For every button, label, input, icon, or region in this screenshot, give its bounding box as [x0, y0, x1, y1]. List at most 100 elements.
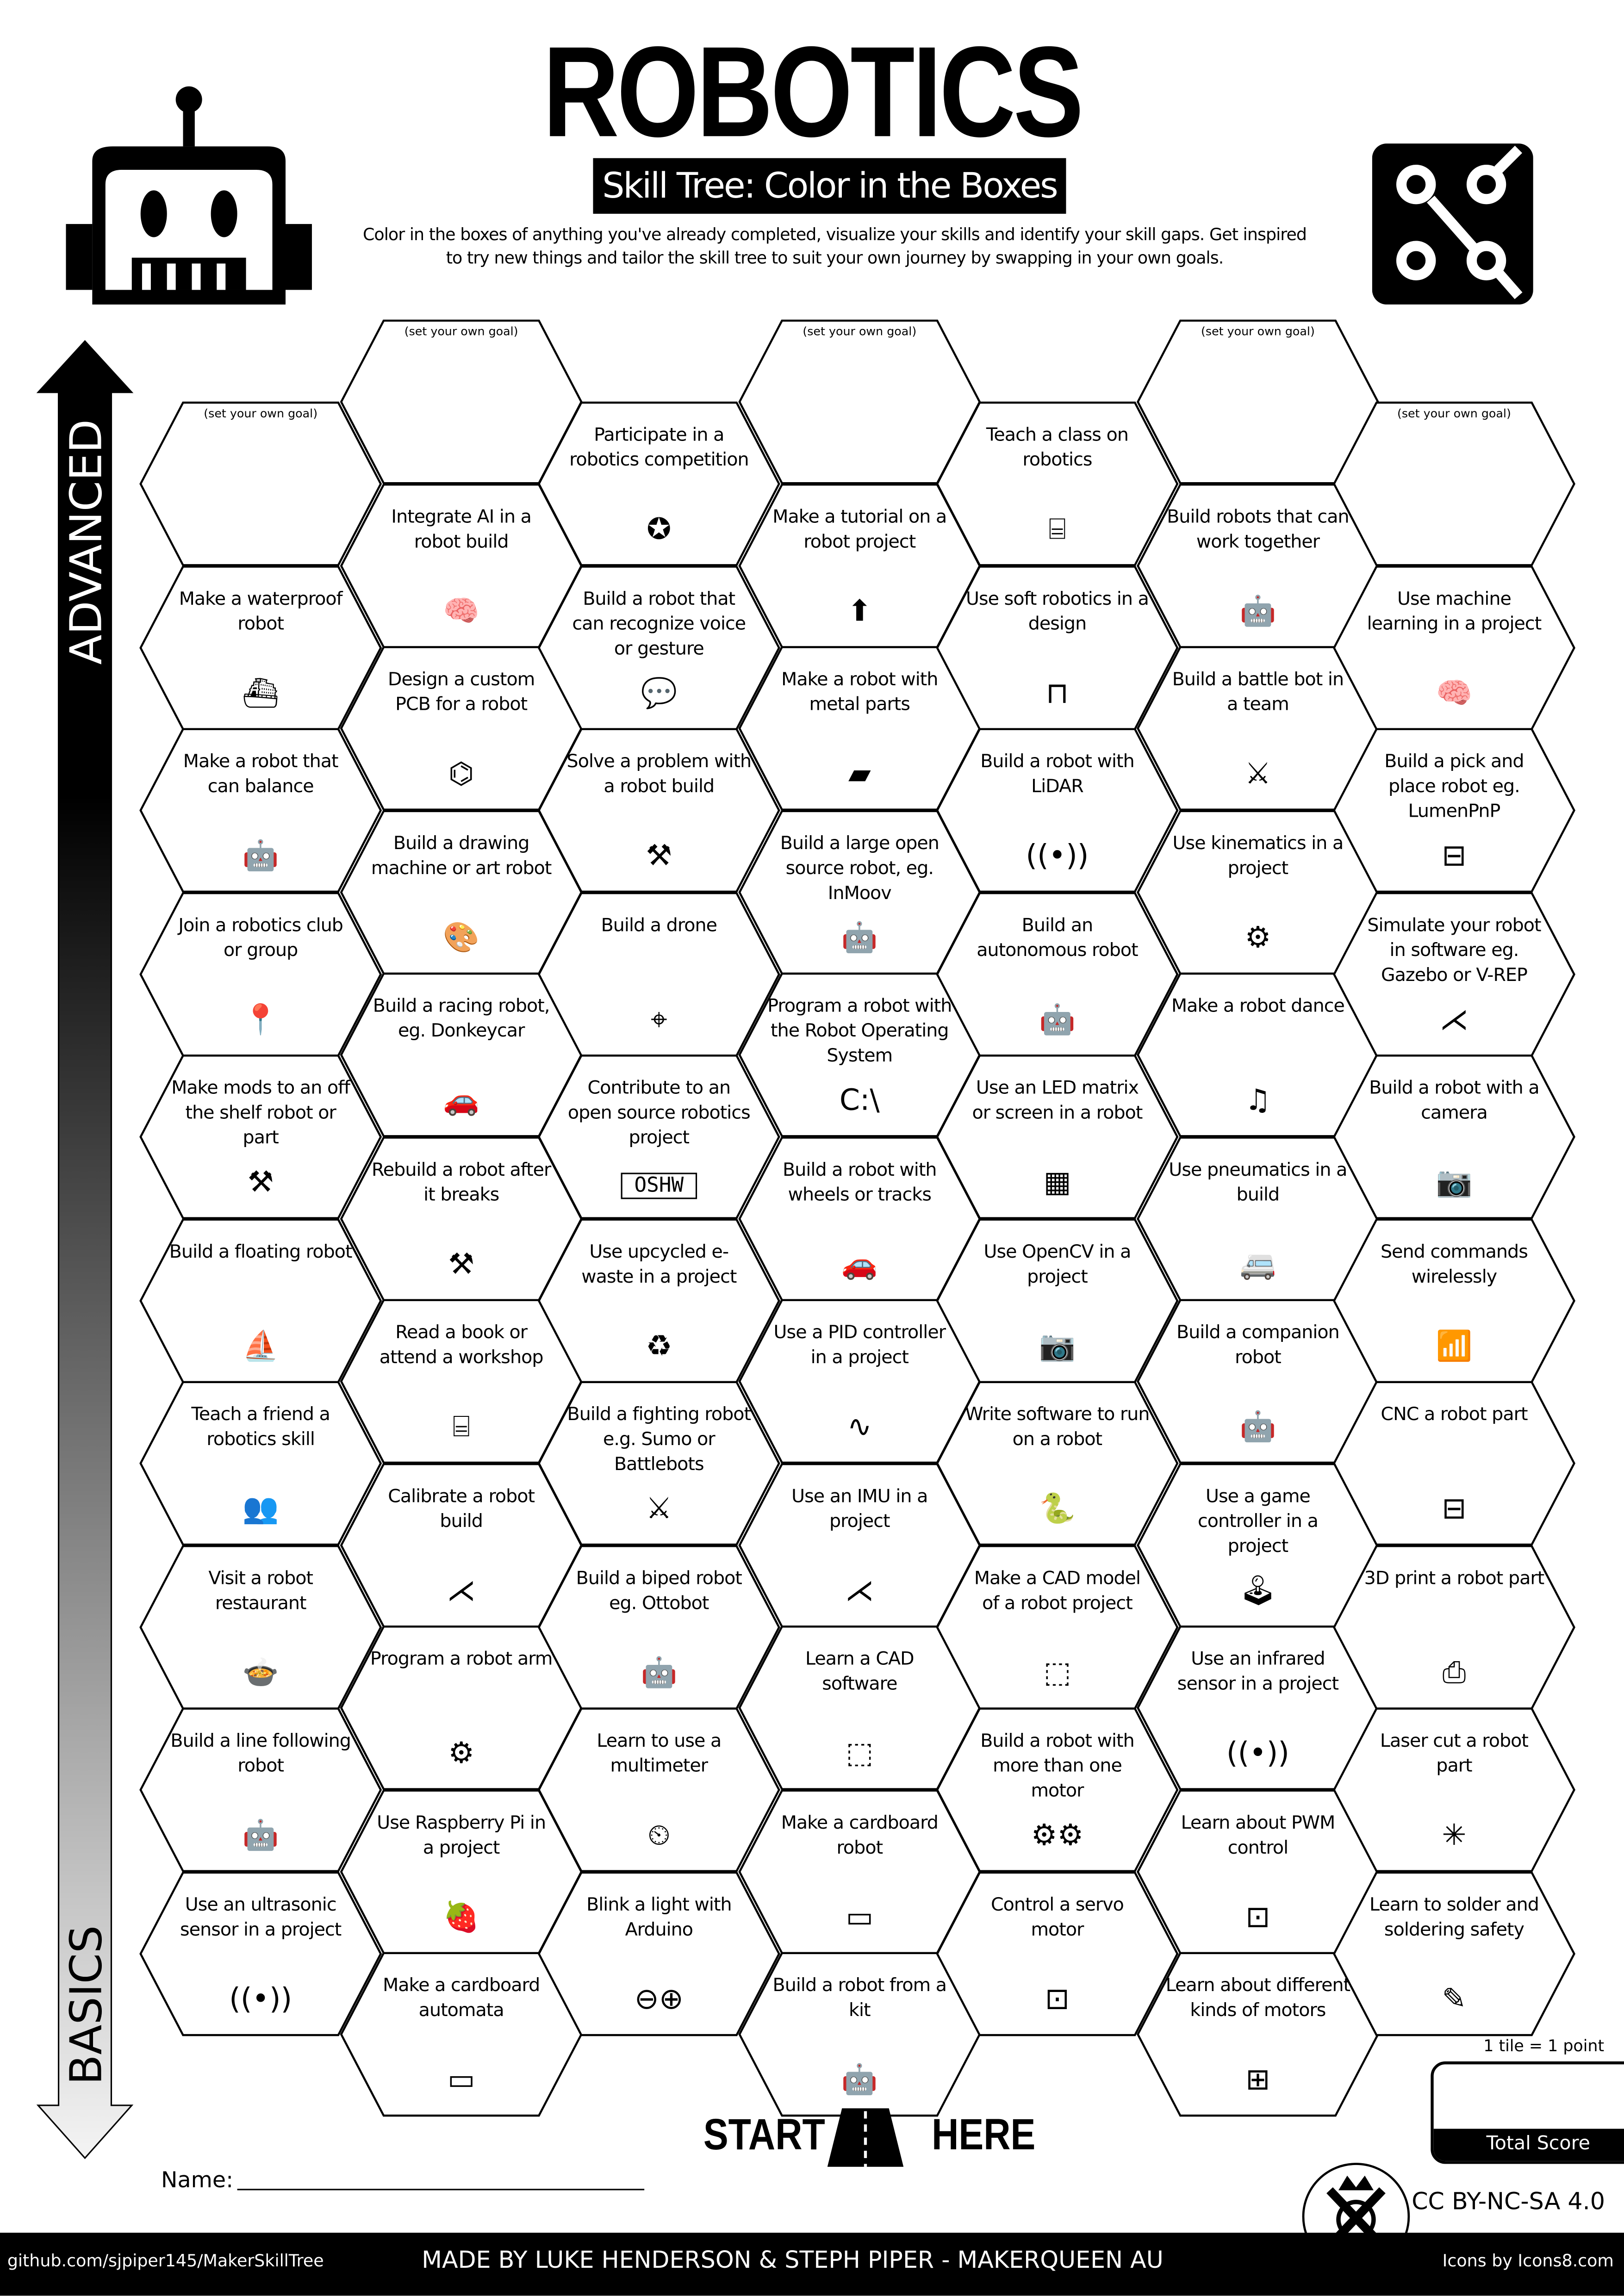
goal-hint: (set your own goal) [404, 325, 518, 338]
circuit-icon: ⌬ [448, 755, 474, 791]
skill-tile[interactable]: Learn about PWM control ⊡ [1136, 1788, 1379, 1954]
skill-tile[interactable]: Build a robot with more than one motor ⚙⚙ [936, 1707, 1179, 1873]
skill-tile[interactable]: Control a servo motor ⊡ [936, 1870, 1179, 2036]
skill-label: Join a robotics club or group [178, 912, 343, 960]
skill-tile[interactable]: Build a fighting robot e.g. Sumo or Batt… [537, 1381, 780, 1546]
skill-tile[interactable]: Laser cut a robot part ✳ [1332, 1707, 1575, 1873]
custom-goal-tile[interactable]: (set your own goal) [1136, 319, 1379, 485]
skill-tile[interactable]: Make a robot with metal parts ▰ [738, 645, 981, 811]
skill-label: Build a line following robot [170, 1729, 351, 1776]
page-title: ROBOTICS [542, 19, 1084, 164]
skill-tile[interactable]: Build a battle bot in a team ⚔ [1136, 645, 1379, 811]
skill-tile[interactable]: Solve a problem with a robot build ⚒ [537, 728, 780, 894]
skill-label: Rebuild a robot after it breaks [372, 1157, 551, 1204]
skill-tile[interactable]: Use OpenCV in a project 📷 [936, 1217, 1179, 1383]
skill-tile[interactable]: Write software to run on a robot 🐍 [936, 1381, 1179, 1546]
skill-tile[interactable]: Learn a CAD software ⬚ [738, 1625, 981, 1791]
skill-tile[interactable]: Build a robot from a kit 🤖 [738, 1952, 981, 2117]
conveyor-icon: ▭ [846, 1898, 874, 1934]
skill-label: Build an autonomous robot [977, 912, 1138, 960]
skill-tile[interactable]: Send commands wirelessly 📶 [1332, 1217, 1575, 1383]
skill-label: Build a robot from a kit [772, 1973, 947, 2021]
custom-goal-tile[interactable]: (set your own goal) [1332, 401, 1575, 567]
skill-tile[interactable]: Visit a robot restaurant 🍲 [139, 1544, 382, 1710]
skill-label: Build a racing robot, eg. Donkeycar [373, 994, 550, 1041]
arduino-icon: ⊖⊕ [634, 1980, 684, 2016]
skill-tile[interactable]: Build a robot with a camera 📷 [1332, 1054, 1575, 1220]
skill-tile[interactable]: Build a companion robot 🤖 [1136, 1299, 1379, 1464]
grid-icon: ▦ [1043, 1164, 1071, 1199]
brain-icon: 🧠 [1436, 674, 1473, 710]
name-field[interactable] [237, 2167, 645, 2191]
graph-icon: ∿ [847, 1408, 872, 1444]
skill-tile[interactable]: Read a book or attend a workshop ⌸ [340, 1299, 583, 1464]
robot-arm-icon: ⚙ [1244, 918, 1271, 954]
skill-label: Use a PID controller in a project [773, 1321, 946, 1368]
skill-tile[interactable]: Build a robot with wheels or tracks 🚗 [738, 1136, 981, 1301]
skill-tile[interactable]: Use soft robotics in a design ⊓ [936, 565, 1179, 730]
skill-tile[interactable]: Use Raspberry Pi in a project 🍓 [340, 1788, 583, 1954]
robot-icon: 🤖 [1039, 1000, 1076, 1036]
oshw-icon: OSHW [621, 1173, 697, 1199]
skill-tile[interactable]: Learn about different kinds of motors ⊞ [1136, 1952, 1379, 2117]
skill-tile[interactable]: Integrate AI in a robot build 🧠 [340, 483, 583, 648]
skill-tile[interactable]: Build a large open source robot, eg. InM… [738, 809, 981, 974]
machine-icon: ⊟ [1442, 1490, 1467, 1526]
tools-icon: ⚒ [247, 1164, 274, 1199]
tools-icon: ⚒ [646, 837, 672, 873]
skill-tile[interactable]: Use an ultrasonic sensor in a project ((•… [139, 1870, 382, 2036]
custom-goal-tile[interactable]: (set your own goal) [139, 401, 382, 567]
skill-label: Use an ultrasonic sensor in a project [180, 1892, 342, 1939]
skill-tile[interactable]: Use kinematics in a project ⚙ [1136, 809, 1379, 974]
signal-icon: ((•)) [1226, 1735, 1289, 1770]
robot-icon: 🤖 [242, 1817, 279, 1852]
github-link[interactable]: github.com/sjpiper145/MakerSkillTree [7, 2250, 324, 2271]
custom-goal-tile[interactable]: (set your own goal) [738, 319, 981, 485]
skill-tile[interactable]: Build a robot that can recognize voice o… [537, 565, 780, 730]
skill-tile[interactable]: Contribute to an open source robotics pr… [537, 1054, 780, 1220]
skill-tile[interactable]: Build robots that can work together 🤖 [1136, 483, 1379, 648]
skill-label: Participate in a robotics competition [569, 423, 749, 470]
skill-label: Build a robot with wheels or tracks [783, 1157, 937, 1204]
skill-label: Build a biped robot eg. Ottobot [576, 1566, 742, 1613]
skill-label: Program a robot arm [370, 1647, 553, 1669]
skill-tile[interactable]: 3D print a robot part ⎙ [1332, 1544, 1575, 1710]
robot-icon: 🤖 [841, 2061, 878, 2097]
skill-tile[interactable]: Use a PID controller in a project ∿ [738, 1299, 981, 1464]
skill-label: Build a robot with more than one motor [980, 1729, 1134, 1801]
skill-tile[interactable]: Participate in a robotics competition ✪ [537, 401, 780, 567]
robot-icon: 🤖 [641, 1653, 678, 1689]
skill-tile[interactable]: Build an autonomous robot 🤖 [936, 891, 1179, 1056]
skill-tile[interactable]: Teach a class on robotics ⌸ [936, 401, 1179, 567]
skill-tile[interactable]: Use machine learning in a project 🧠 [1332, 565, 1575, 730]
skill-tile[interactable]: Teach a friend a robotics skill 👥 [139, 1381, 382, 1546]
subtitle: Skill Tree: Color in the Boxes [593, 158, 1066, 214]
skill-tile[interactable]: Build a pick and place robot eg. LumenPn… [1332, 728, 1575, 894]
skill-tile[interactable]: Make a tutorial on a robot project ⬆ [738, 483, 981, 648]
skill-tile[interactable]: Program a robot arm ⚙ [340, 1625, 583, 1791]
advanced-label: ADVANCED [61, 419, 113, 665]
skill-tile[interactable]: Build a floating robot ⛵ [139, 1217, 382, 1383]
skill-label: Build a companion robot [1176, 1321, 1340, 1368]
skill-tile[interactable]: CNC a robot part ⊟ [1332, 1381, 1575, 1546]
skill-tile[interactable]: Use an infrared sensor in a project ((•)) [1136, 1625, 1379, 1791]
skill-tile[interactable]: Build a robot with LiDAR ((•)) [936, 728, 1179, 894]
skill-tile[interactable]: Build a drawing machine or art robot 🎨 [340, 809, 583, 974]
skill-tile[interactable]: Build a biped robot eg. Ottobot 🤖 [537, 1544, 780, 1710]
skill-tile[interactable]: Use upcycled e-waste in a project ♻ [537, 1217, 780, 1383]
skill-tile[interactable]: Build a racing robot, eg. Donkeycar 🚗 [340, 972, 583, 1138]
skill-label: Make a robot with metal parts [781, 667, 938, 715]
easel-icon: 🎨 [443, 918, 480, 954]
skill-tile[interactable]: Use an LED matrix or screen in a robot ▦ [936, 1054, 1179, 1220]
difficulty-arrow [36, 340, 134, 2159]
skill-tile[interactable]: Blink a light with Arduino ⊖⊕ [537, 1870, 780, 2036]
skill-tile[interactable]: Build a drone ⌖ [537, 891, 780, 1056]
python-icon: 🐍 [1039, 1490, 1076, 1526]
skill-tile[interactable]: Make mods to an off the shelf robot or p… [139, 1054, 382, 1220]
skill-tile[interactable]: Join a robotics club or group 📍 [139, 891, 382, 1056]
skill-tile[interactable]: Learn to solder and soldering safety ✎ [1332, 1870, 1575, 2036]
skill-tile[interactable]: Make a robot that can balance 🤖 [139, 728, 382, 894]
total-score-box[interactable]: Total Score [1431, 2061, 1624, 2164]
skill-tile[interactable]: Simulate your robot in software eg. Gaze… [1332, 891, 1575, 1056]
skill-tile[interactable]: Design a custom PCB for a robot ⌬ [340, 645, 583, 811]
